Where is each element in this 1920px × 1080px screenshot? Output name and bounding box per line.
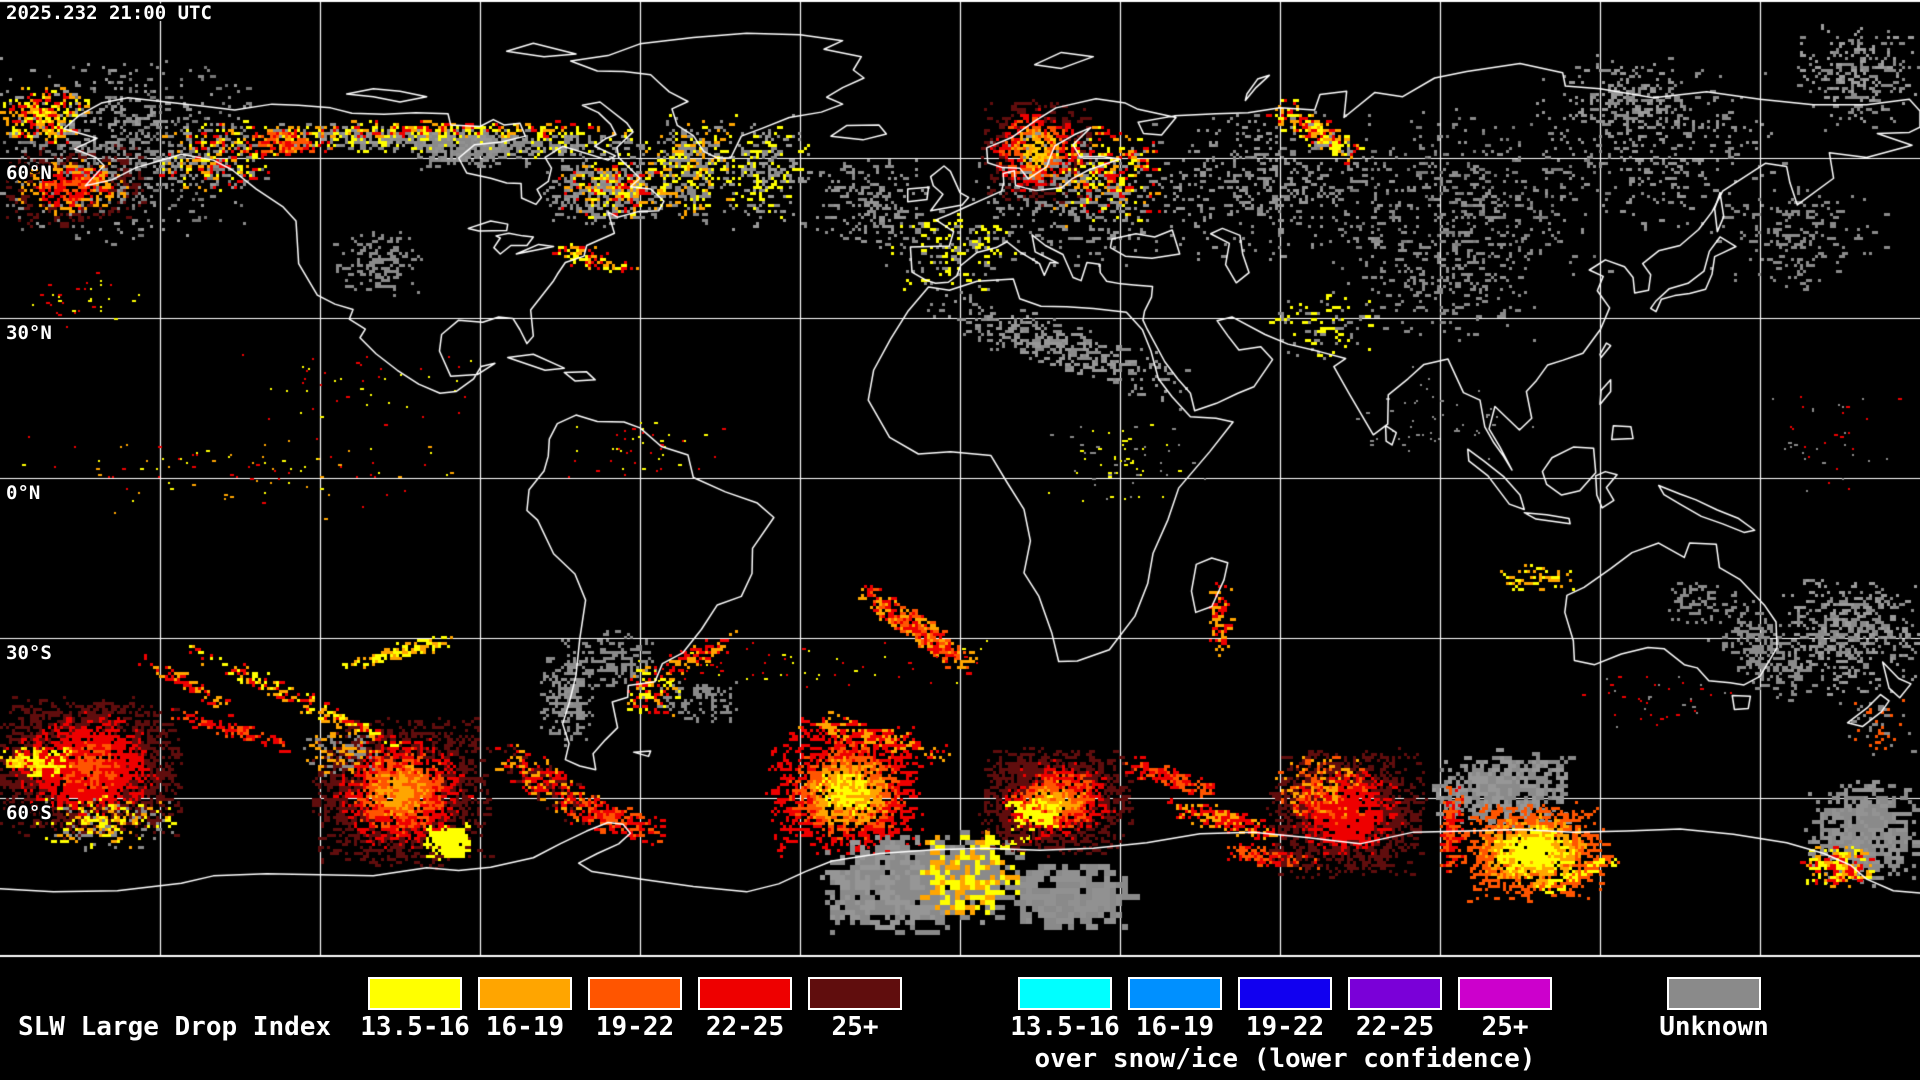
legend-air-swatch-2 — [588, 977, 682, 1010]
legend-air-swatch-1 — [478, 977, 572, 1010]
legend-air-label-1: 16-19 — [485, 1012, 565, 1042]
world-map-canvas — [0, 0, 1920, 958]
legend-snow-label-2: 19-22 — [1245, 1012, 1325, 1042]
legend-snow-swatch-0 — [1018, 977, 1112, 1010]
legend-snow-swatch-1 — [1128, 977, 1222, 1010]
lat-label-0: 60°N — [6, 162, 52, 184]
legend-unknown-label-0: Unknown — [1659, 1012, 1769, 1042]
legend-snow-label-4: 25+ — [1481, 1012, 1529, 1042]
lat-label-1: 30°N — [6, 322, 52, 344]
legend-snow-subtitle: over snow/ice (lower confidence) — [1034, 1044, 1536, 1074]
legend-air-swatch-4 — [808, 977, 902, 1010]
timestamp: 2025.232 21:00 UTC — [6, 2, 212, 24]
legend-snow-swatch-4 — [1458, 977, 1552, 1010]
legend-air-label-2: 19-22 — [595, 1012, 675, 1042]
legend-air-label-4: 25+ — [831, 1012, 879, 1042]
legend-snow-label-3: 22-25 — [1355, 1012, 1435, 1042]
legend-air-swatch-0 — [368, 977, 462, 1010]
legend-snow-swatch-3 — [1348, 977, 1442, 1010]
legend-air-label-3: 22-25 — [705, 1012, 785, 1042]
legend-unknown-swatch-0 — [1667, 977, 1761, 1010]
legend-air-label-0: 13.5-16 — [360, 1012, 470, 1042]
legend-snow-label-0: 13.5-16 — [1010, 1012, 1120, 1042]
legend-air-swatch-3 — [698, 977, 792, 1010]
lat-label-4: 60°S — [6, 802, 52, 824]
legend-snow-swatch-2 — [1238, 977, 1332, 1010]
legend-title: SLW Large Drop Index — [18, 1012, 332, 1042]
lat-label-2: 0°N — [6, 482, 41, 504]
legend-snow-label-1: 16-19 — [1135, 1012, 1215, 1042]
lat-label-3: 30°S — [6, 642, 52, 664]
